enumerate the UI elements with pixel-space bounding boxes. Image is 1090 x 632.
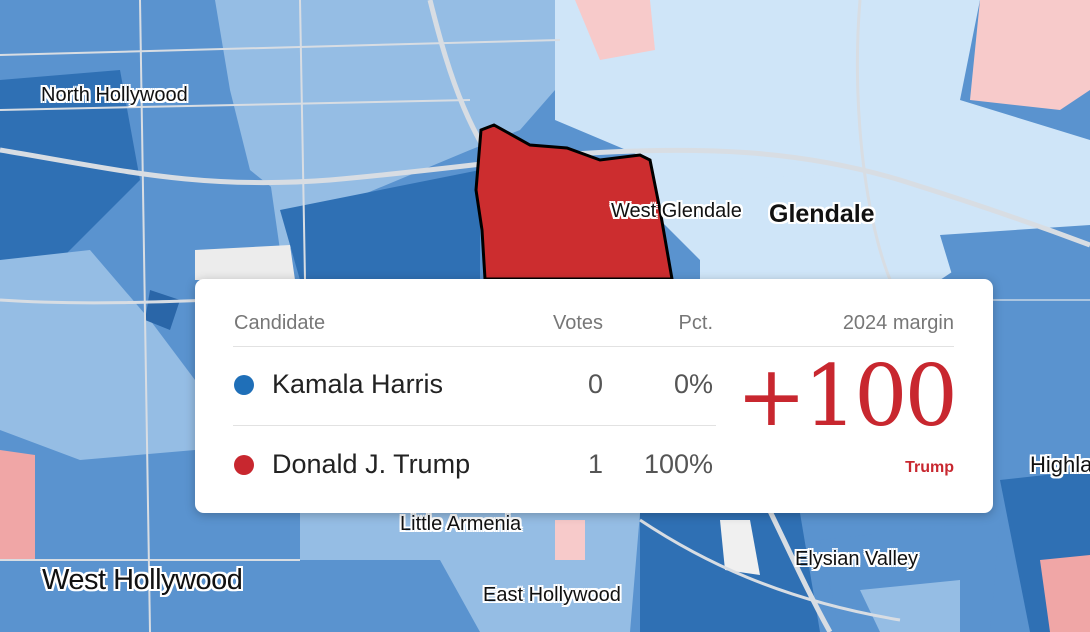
place-label-highland-park: Highla [1030,452,1090,477]
place-label-elysian-valley: Elysian Valley [795,548,919,570]
column-header-votes: Votes [552,312,603,334]
candidate-votes: 1 [587,449,603,479]
place-label-west-glendale: West Glendale [611,200,742,222]
place-label-north-hollywood: North Hollywood [41,84,188,106]
column-header-pct: Pct. [678,312,713,334]
place-label-little-armenia: Little Armenia [400,513,522,535]
candidate-pct: 0% [673,369,713,399]
place-label-glendale: Glendale [769,200,875,228]
candidate-pct: 100% [643,449,713,479]
margin-value: +100 [736,347,958,445]
candidate-votes: 0 [587,369,603,399]
place-label-west-hollywood: West Hollywood [42,564,243,596]
highlighted-precinct[interactable] [474,123,674,281]
header-divider [233,346,954,347]
margin-winner-label: Trump [905,459,954,476]
column-header-candidate: Candidate [234,312,326,334]
candidate-name: Donald J. Trump [272,449,471,479]
candidate-name: Kamala Harris [272,369,444,399]
row-divider [233,425,716,426]
harris-party-dot [234,375,254,395]
place-label-east-hollywood: East Hollywood [483,584,621,606]
column-header-margin: 2024 margin [842,312,954,334]
results-tooltip: Candidate Votes Pct. 2024 margin Kamala … [195,279,993,513]
trump-party-dot [234,455,254,475]
